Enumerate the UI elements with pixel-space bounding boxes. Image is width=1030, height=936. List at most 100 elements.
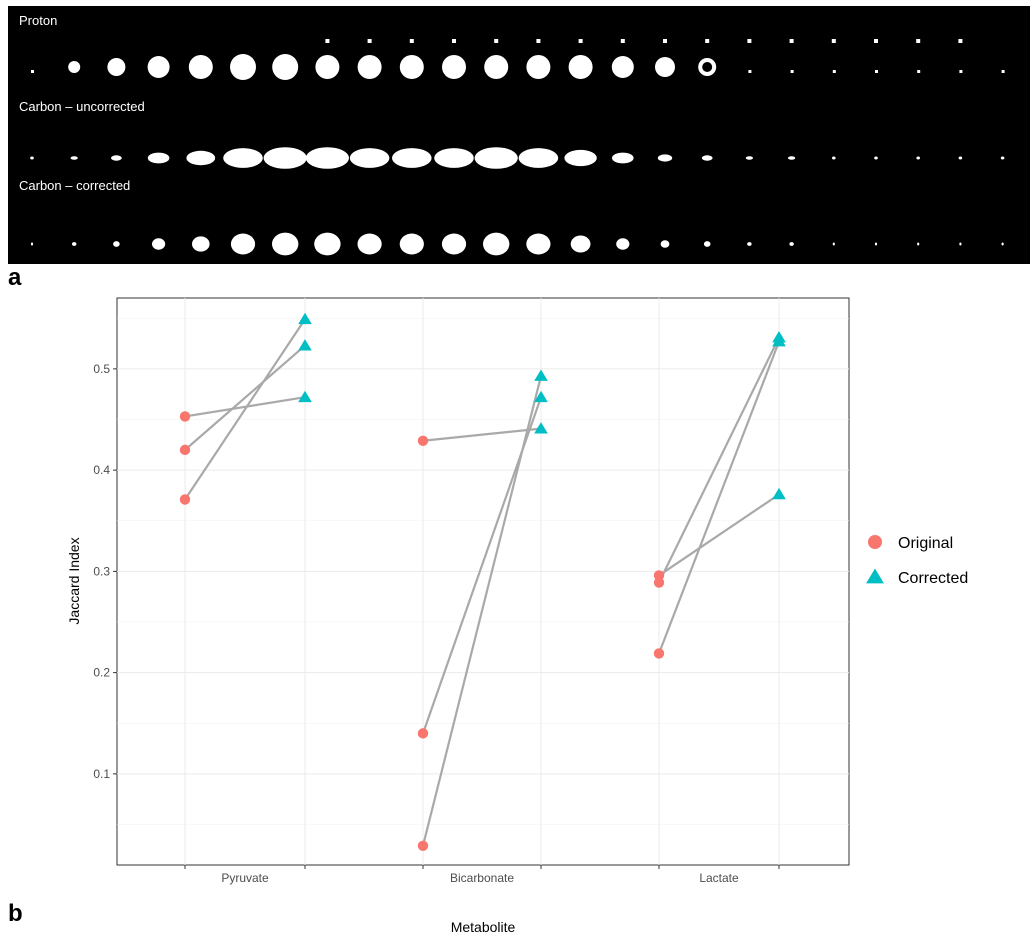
carbon-uncorrected-blob bbox=[349, 148, 390, 168]
y-axis-title: Jaccard Index bbox=[66, 537, 82, 624]
proton-dot bbox=[958, 39, 963, 43]
proton-blob bbox=[484, 55, 509, 79]
carbon-corrected-blob bbox=[917, 242, 920, 246]
proton-dot bbox=[959, 70, 963, 73]
data-points bbox=[179, 312, 786, 851]
legend-label-corrected: Corrected bbox=[898, 570, 968, 587]
y-tick-label: 0.2 bbox=[93, 666, 110, 680]
carbon-uncorrected-blob bbox=[612, 152, 634, 164]
carbon-corrected-blob bbox=[30, 242, 34, 246]
carbon-corrected-blob bbox=[526, 233, 551, 255]
corrected-point bbox=[772, 487, 786, 500]
proton-blob bbox=[611, 56, 634, 78]
original-point bbox=[417, 728, 429, 739]
y-tick-label: 0.1 bbox=[93, 767, 110, 781]
carbon-corrected-blob bbox=[703, 241, 711, 247]
carbon-uncorrected-blob bbox=[30, 156, 34, 160]
corrected-point bbox=[534, 422, 548, 434]
y-tick-label: 0.4 bbox=[93, 463, 110, 477]
plot-panel bbox=[116, 297, 850, 866]
carbon-uncorrected-blob bbox=[111, 155, 122, 161]
proton-blob-hole bbox=[702, 62, 713, 72]
jaccard-chart: 0.1 0.2 0.3 0.4 0.5 Pyruvate Bicarbonate Lacta… bbox=[66, 297, 968, 935]
proton-dot bbox=[578, 39, 583, 43]
carbon-corrected-blob bbox=[441, 233, 467, 255]
proton-dot bbox=[705, 39, 710, 43]
proton-dot bbox=[494, 39, 499, 43]
x-tick-label: Pyruvate bbox=[221, 871, 269, 885]
carbon-corrected-blob bbox=[570, 235, 591, 253]
proton-blob bbox=[147, 56, 170, 78]
carbon-corrected-blob bbox=[230, 233, 256, 255]
proton-dot bbox=[31, 70, 34, 73]
proton-dot bbox=[663, 39, 667, 43]
original-point bbox=[417, 435, 429, 446]
legend-key-corrected bbox=[866, 568, 884, 584]
legend: Original Corrected bbox=[866, 535, 968, 587]
pair-line bbox=[184, 396, 306, 418]
proton-dot bbox=[747, 39, 752, 43]
carbon-uncorrected-blob bbox=[788, 156, 796, 160]
panel-letter-a: a bbox=[8, 264, 22, 291]
carbon-corrected-blob bbox=[789, 242, 794, 246]
carbon-corrected-blob bbox=[272, 232, 299, 256]
carbon-corrected-blob bbox=[152, 238, 166, 250]
carbon-uncorrected-blob bbox=[70, 156, 78, 160]
corrected-point bbox=[298, 390, 312, 403]
carbon-uncorrected-blob bbox=[305, 147, 349, 169]
carbon-uncorrected-blob bbox=[186, 150, 216, 166]
proton-dot bbox=[620, 39, 625, 43]
proton-blob bbox=[655, 57, 675, 77]
x-tick-label: Lactate bbox=[699, 871, 739, 885]
original-point bbox=[179, 494, 191, 505]
carbon-uncorrected-blob bbox=[874, 156, 878, 160]
carbon-uncorrected-blob bbox=[392, 148, 432, 168]
proton-dot bbox=[1001, 70, 1005, 73]
carbon-corrected-blob bbox=[747, 242, 752, 246]
pair-line bbox=[184, 344, 306, 451]
carbon-uncorrected-blob bbox=[474, 147, 518, 169]
proton-dot bbox=[875, 70, 878, 73]
proton-dot bbox=[325, 39, 330, 43]
panel-letter-b: b bbox=[8, 900, 23, 927]
original-point bbox=[653, 648, 665, 659]
proton-blob bbox=[230, 54, 256, 80]
carbon-uncorrected-blob bbox=[745, 156, 754, 160]
carbon-uncorrected-blob bbox=[434, 148, 474, 168]
proton-dot bbox=[831, 39, 836, 43]
proton-blob bbox=[68, 61, 81, 73]
proton-blob bbox=[315, 55, 340, 79]
carbon-corrected-blob bbox=[72, 242, 77, 246]
proton-dot bbox=[832, 70, 836, 73]
proton-blob bbox=[399, 55, 424, 79]
carbon-uncorrected-blob bbox=[518, 148, 559, 168]
corrected-point bbox=[298, 312, 312, 325]
corrected-point bbox=[772, 335, 786, 347]
proton-blob bbox=[568, 55, 593, 79]
x-axis: Pyruvate Bicarbonate Lactate bbox=[184, 865, 780, 885]
carbon-corrected-blob bbox=[314, 232, 341, 256]
carbon-uncorrected-blob bbox=[701, 155, 713, 161]
grid-lines bbox=[117, 298, 849, 865]
proton-dot bbox=[409, 39, 414, 43]
image-strips-panel: Proton Carbon – uncorrected Carbon – cor… bbox=[8, 6, 1030, 264]
carbon-corrected-blob bbox=[357, 233, 382, 255]
proton-blob bbox=[357, 55, 382, 79]
y-axis: 0.1 0.2 0.3 0.4 0.5 bbox=[93, 362, 117, 781]
proton-dot bbox=[874, 39, 878, 43]
strip-label-proton: Proton bbox=[19, 13, 58, 28]
original-point bbox=[179, 411, 191, 422]
strip-label-carbon-corrected: Carbon – corrected bbox=[19, 178, 131, 193]
carbon-corrected-blob bbox=[616, 238, 630, 250]
y-tick-label: 0.3 bbox=[93, 564, 110, 578]
proton-blob bbox=[442, 55, 466, 79]
carbon-uncorrected-blob bbox=[1000, 156, 1005, 160]
pair-line bbox=[658, 337, 780, 583]
proton-blob bbox=[272, 54, 299, 80]
carbon-corrected-blob bbox=[192, 236, 210, 252]
proton-dot bbox=[367, 39, 372, 43]
carbon-uncorrected-blob bbox=[958, 156, 963, 160]
legend-label-original: Original bbox=[898, 535, 953, 552]
carbon-uncorrected-blob bbox=[564, 149, 597, 167]
proton-dot bbox=[917, 70, 921, 73]
